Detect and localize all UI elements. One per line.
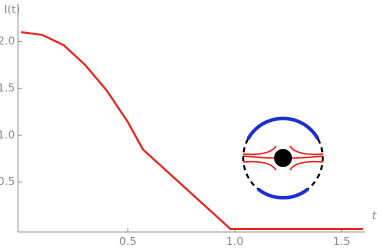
dot — [274, 149, 292, 167]
lens-curves — [242, 145, 324, 171]
arc-right — [307, 138, 324, 190]
line — [20, 31, 363, 230]
inset-diagram — [242, 116, 324, 200]
x-tick-label: 0.5 — [119, 235, 137, 248]
x-tick-label: 1.0 — [226, 235, 244, 248]
y-tick-label: 2.0 — [0, 35, 15, 48]
arc-top — [246, 116, 320, 140]
arc-left — [242, 138, 259, 190]
y-tick-label: 0.5 — [0, 175, 15, 188]
x-axis-label: t — [372, 209, 377, 222]
y-axis-label: I(t) — [4, 3, 20, 16]
y-tick-label: 1.5 — [0, 81, 15, 94]
x-tick-label: 1.5 — [333, 235, 351, 248]
y-tick-label: 1.0 — [0, 128, 15, 141]
arc-bottom — [256, 187, 310, 200]
